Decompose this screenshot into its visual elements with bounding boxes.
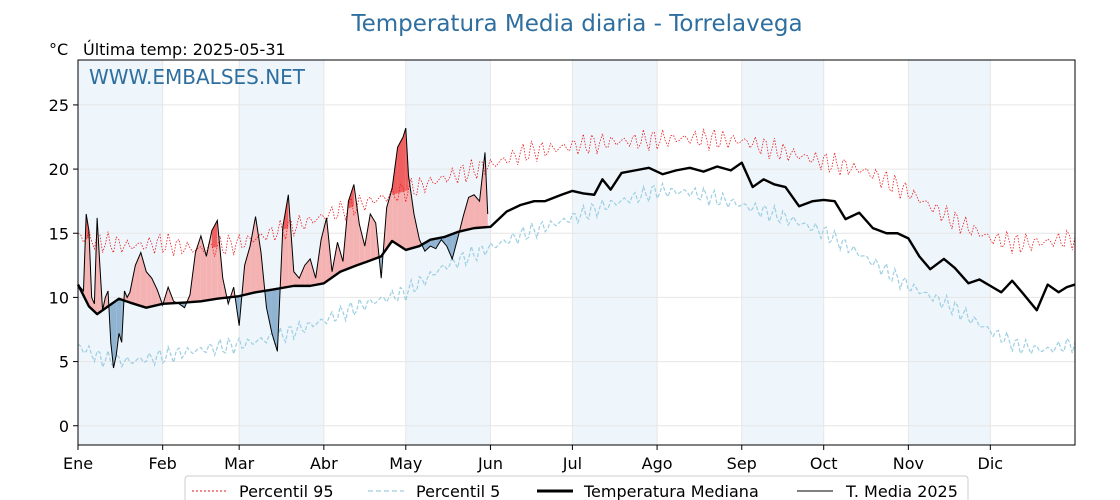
- below-median-fill: [113, 300, 117, 368]
- above-p95-fill: [397, 137, 404, 194]
- above-median-fill: [364, 214, 371, 263]
- legend-median-label: Temperatura Mediana: [583, 482, 759, 500]
- above-median-fill: [310, 258, 316, 286]
- chart-title: Temperatura Media diaria - Torrelavega: [350, 11, 802, 37]
- x-tick-label: Nov: [893, 454, 924, 473]
- unit-label: °C: [49, 40, 68, 59]
- below-median-fill: [446, 234, 453, 259]
- above-median-fill: [474, 194, 480, 229]
- above-median-fill: [304, 258, 311, 286]
- x-tick-label: Ago: [642, 454, 673, 473]
- above-median-fill: [468, 194, 475, 230]
- x-tick-label: Oct: [810, 454, 838, 473]
- above-median-fill: [195, 235, 201, 302]
- below-median-fill: [118, 298, 122, 343]
- x-tick-label: Mar: [224, 454, 255, 473]
- deviation-fills: [78, 128, 488, 368]
- series-t-media-2025: [77, 127, 489, 369]
- above-median-fill: [463, 197, 469, 231]
- month-band-may: [405, 60, 491, 445]
- above-median-fill: [250, 216, 256, 294]
- series-temperatura-mediana: [76, 161, 1076, 316]
- y-axis: 0 5 10 15 20 25: [49, 96, 78, 436]
- below-median-fill: [266, 289, 272, 334]
- y-tick-label: 25: [49, 96, 69, 115]
- month-band-ene: [78, 60, 163, 445]
- above-median-fill: [244, 246, 251, 295]
- above-median-fill: [97, 217, 100, 315]
- month-band-nov: [908, 60, 991, 445]
- y-tick-label: 0: [59, 417, 69, 436]
- y-tick-label: 20: [49, 160, 69, 179]
- above-median-fill: [105, 291, 109, 309]
- above-p95-fill: [403, 128, 406, 192]
- above-median-fill: [127, 292, 130, 303]
- y-tick-label: 10: [49, 288, 69, 307]
- above-median-fill: [353, 184, 360, 267]
- below-median-fill: [271, 288, 278, 352]
- x-tick-label: Sep: [727, 454, 757, 473]
- x-tick-label: Abr: [310, 454, 338, 473]
- y-tick-label: 15: [49, 224, 69, 243]
- below-median-fill: [430, 238, 436, 249]
- legend-box: [184, 475, 969, 500]
- x-tick-label: Jul: [562, 454, 582, 473]
- below-median-fill: [110, 302, 114, 368]
- above-p95-fill: [211, 220, 218, 248]
- above-median-fill: [206, 230, 212, 301]
- below-median-fill: [116, 298, 119, 356]
- above-median-fill: [255, 216, 262, 293]
- x-axis: Ene Feb Mar Abr May Jun Jul Ago Sep Oct Nov Dic: [63, 445, 1003, 473]
- x-tick-label: Ene: [63, 454, 93, 473]
- watermark: WWW.EMBALSES.NET: [89, 65, 306, 89]
- above-median-fill: [370, 214, 376, 261]
- above-p95-fill: [348, 184, 354, 209]
- above-median-fill: [135, 252, 141, 306]
- series-lines: [76, 127, 1076, 370]
- x-tick-label: Dic: [978, 454, 1004, 473]
- month-band-sep: [741, 60, 824, 445]
- plot-frame: [77, 59, 1076, 446]
- legend-current-label: T. Media 2025: [845, 482, 958, 500]
- y-tick-label: 5: [59, 353, 69, 372]
- series-percentil-5: [77, 181, 1076, 370]
- above-median-fill: [359, 224, 365, 265]
- above-median-fill: [299, 265, 305, 286]
- series-percentil-95: [77, 127, 1076, 257]
- x-tick-label: Jun: [477, 454, 503, 473]
- legend-p95-label: Percentil 95: [239, 482, 334, 500]
- above-median-fill: [129, 265, 136, 305]
- legend: Percentil 95 Percentil 5 Temperatura Med…: [184, 475, 969, 500]
- x-tick-label: Feb: [149, 454, 177, 473]
- month-band-jul: [572, 60, 658, 445]
- legend-p5-label: Percentil 5: [416, 482, 500, 500]
- above-median-fill: [408, 175, 414, 250]
- month-bands: [78, 60, 991, 445]
- x-tick-label: May: [389, 454, 422, 473]
- above-median-fill: [151, 278, 158, 307]
- above-median-fill: [479, 152, 485, 228]
- last-temp-label: Última temp: 2025-05-31: [83, 40, 286, 59]
- above-median-fill: [337, 242, 343, 274]
- above-median-fill: [140, 252, 147, 308]
- above-median-fill: [293, 271, 300, 286]
- above-median-fill: [146, 271, 152, 308]
